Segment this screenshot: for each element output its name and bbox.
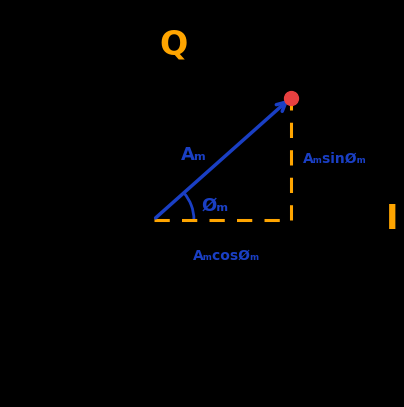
Text: I: I <box>386 203 398 236</box>
Text: Aₘ: Aₘ <box>181 146 207 164</box>
Text: Q: Q <box>160 28 188 61</box>
Text: AₘcosØₘ: AₘcosØₘ <box>193 248 260 262</box>
Text: AₘsinØₘ: AₘsinØₘ <box>303 152 367 166</box>
Text: Øₘ: Øₘ <box>202 197 229 214</box>
